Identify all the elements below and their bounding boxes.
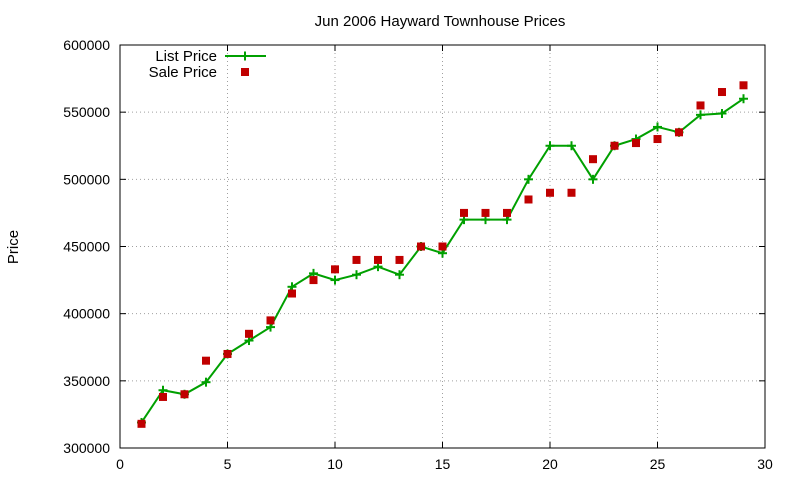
sale-price-point [395, 255, 404, 264]
sale-price-point [159, 392, 167, 401]
list-price-point [395, 270, 404, 280]
x-tick-label: 5 [224, 456, 232, 472]
list-price-point [717, 109, 727, 119]
list-price-point [588, 174, 598, 184]
sale-price-point [696, 101, 705, 110]
sale-price-point [352, 255, 361, 264]
sale-price-point [438, 242, 447, 251]
y-tick-label: 500000 [63, 171, 110, 187]
list-price-point [545, 141, 555, 151]
y-tick-label: 550000 [63, 104, 110, 120]
sale-price-point [589, 155, 597, 164]
list-price-point [567, 141, 576, 151]
sale-price-point [718, 88, 726, 97]
sale-price-point [417, 242, 425, 251]
sale-price-point [675, 128, 683, 137]
list-price-point [653, 122, 662, 132]
y-tick-label: 450000 [63, 239, 110, 255]
list-price-point [201, 377, 211, 387]
sale-price-point [632, 139, 640, 148]
chart-title: Jun 2006 Hayward Townhouse Prices [315, 13, 566, 30]
sale-price-point [546, 188, 554, 197]
sale-price-point [653, 135, 662, 144]
sale-price-point [309, 276, 318, 285]
sale-price-point [524, 195, 533, 204]
sale-price-point [503, 208, 511, 217]
sale-price-point [266, 316, 275, 325]
x-tick-label: 20 [542, 456, 558, 472]
sale-price-point [180, 390, 189, 399]
y-tick-label: 300000 [63, 440, 110, 456]
list-price-point [330, 275, 340, 285]
sale-price-point [137, 419, 146, 428]
sale-price-point [610, 141, 619, 150]
sale-price-point [374, 255, 382, 264]
sale-price-point [460, 208, 468, 217]
sale-price-point [567, 188, 576, 197]
sale-price-point [739, 81, 748, 90]
list-price-point [739, 94, 748, 104]
legend-label-sale-price: Sale Price [149, 64, 217, 81]
sale-price-point [288, 289, 296, 298]
list-price-point [352, 270, 361, 280]
sale-price-point [202, 356, 210, 365]
list-price-point [524, 174, 533, 184]
series-layer [137, 81, 748, 428]
sale-price-point [223, 349, 232, 358]
axis-layer: 0 5 10 15 20 25 30 300000 350000 400000 450000 5000… [63, 37, 773, 472]
y-tick-label: 400000 [63, 306, 110, 322]
legend-swatch-list-price-marker [240, 51, 250, 61]
x-tick-label: 10 [327, 456, 343, 472]
y-tick-label: 350000 [63, 373, 110, 389]
x-tick-label: 15 [435, 456, 451, 472]
legend-label-list-price: List Price [155, 48, 217, 65]
sale-price-point [481, 208, 490, 217]
legend-swatch-sale-price [241, 68, 249, 76]
x-tick-label: 0 [116, 456, 124, 472]
x-tick-label: 30 [757, 456, 773, 472]
list-price-point [696, 110, 705, 120]
y-axis-label: Price [5, 230, 22, 264]
sale-price-point [245, 329, 253, 338]
x-tick-label: 25 [650, 456, 666, 472]
sale-price-point [331, 265, 339, 274]
y-tick-label: 600000 [63, 37, 110, 53]
